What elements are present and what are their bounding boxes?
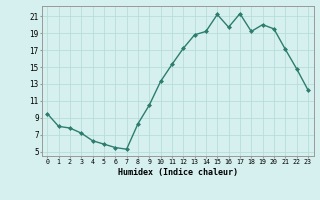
X-axis label: Humidex (Indice chaleur): Humidex (Indice chaleur) — [118, 168, 237, 177]
